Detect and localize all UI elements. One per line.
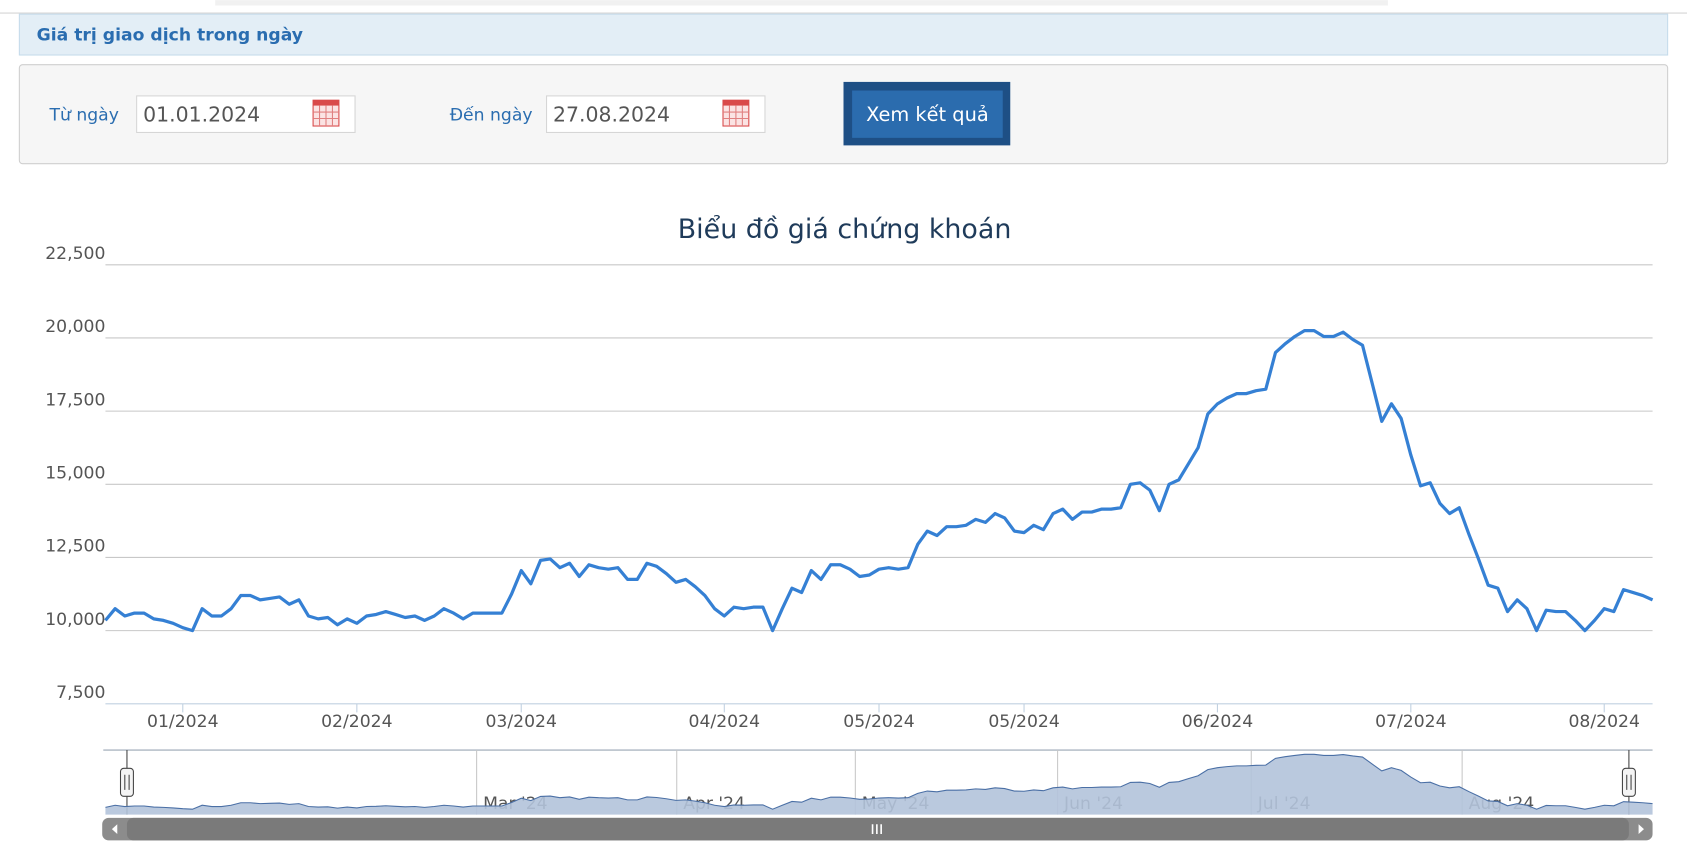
to-value: 27.08.2024 — [553, 102, 670, 126]
y-tick-label: 20,000 — [45, 317, 105, 337]
top-bar — [215, 0, 1388, 6]
nav-area — [105, 754, 1653, 815]
chart-title: Biểu đồ giá chứng khoán — [678, 214, 1012, 245]
nav-handle[interactable] — [119, 767, 134, 797]
nav-line — [105, 753, 1653, 810]
scroll-thumb — [126, 817, 1629, 841]
x-tick-label: 08/2024 — [1568, 712, 1639, 732]
to-label: Đến ngày — [450, 104, 533, 125]
price-line — [104, 329, 1654, 633]
x-tick-label: 03/2024 — [485, 712, 556, 732]
x-tick-label: 06/2024 — [1182, 712, 1253, 732]
scroll-right — [1638, 824, 1644, 834]
y-tick-label: 22,500 — [45, 244, 105, 264]
x-tick-label: 05/2024 — [988, 712, 1059, 732]
submit-button[interactable]: Xem kết quả — [843, 81, 1011, 146]
section-title: Giá trị giao dịch trong ngày — [37, 26, 303, 46]
from-value: 01.01.2024 — [143, 102, 260, 126]
x-tick-label: 04/2024 — [689, 712, 760, 732]
section-header — [18, 13, 1669, 56]
scroll-grip — [871, 824, 882, 834]
y-tick-label: 7,500 — [56, 683, 105, 703]
nav-handle[interactable] — [1621, 767, 1636, 797]
y-tick-label: 12,500 — [45, 537, 105, 557]
plot: 7,500 10,000 12,500 15,000 17,500 20,000 22,50… — [45, 244, 1654, 732]
scrollbar[interactable] — [102, 817, 1653, 841]
y-tick-label: 17,500 — [45, 390, 105, 410]
handle-grip — [1626, 774, 1632, 790]
x-tick-label: 05/2024 — [843, 712, 914, 732]
from-label: Từ ngày — [48, 105, 118, 125]
calendar-icon[interactable] — [312, 99, 340, 127]
y-tick-label: 15,000 — [45, 464, 105, 484]
x-tick-label: 02/2024 — [321, 712, 392, 732]
x-tick-label: 01/2024 — [147, 712, 218, 732]
y-tick-label: 10,000 — [45, 610, 105, 630]
x-tick-label: 07/2024 — [1375, 712, 1446, 732]
calendar-icon[interactable] — [722, 99, 750, 127]
scroll-left — [111, 824, 118, 834]
submit-label: Xem kết quả — [866, 103, 989, 126]
handle-grip — [124, 774, 130, 790]
